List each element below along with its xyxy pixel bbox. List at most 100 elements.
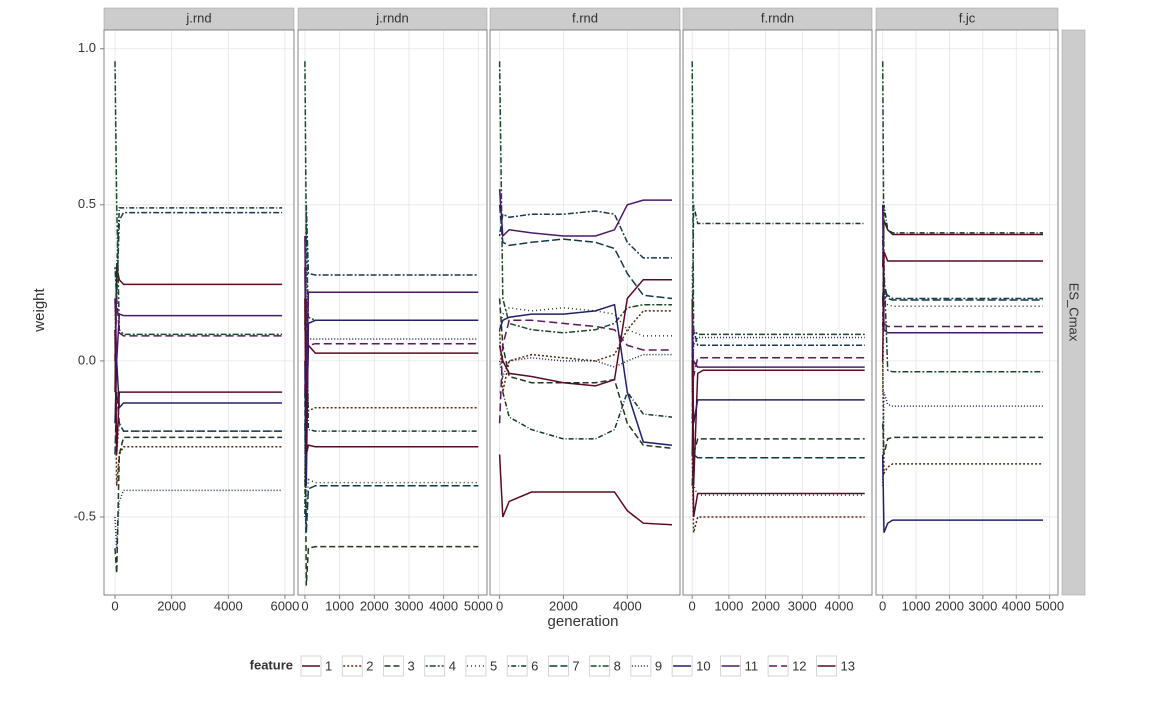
- x-axis-label: generation: [548, 613, 619, 630]
- legend-label: 3: [407, 658, 414, 673]
- series-line: [881, 298, 1043, 328]
- legend-label: 10: [696, 658, 710, 673]
- legend-label: 9: [655, 658, 662, 673]
- series-line: [498, 298, 673, 450]
- series-line: [691, 329, 865, 424]
- series-line: [498, 278, 672, 387]
- series-line: [114, 392, 283, 455]
- legend-title: feature: [250, 657, 293, 672]
- series-line: [691, 204, 865, 361]
- series-line: [498, 319, 672, 424]
- x-tick-label: 2000: [157, 598, 186, 613]
- panel: [297, 29, 488, 596]
- legend-label: 11: [745, 658, 759, 673]
- x-tick-label: 2000: [549, 598, 578, 613]
- x-tick-label: 3000: [788, 598, 817, 613]
- panel: [875, 29, 1059, 596]
- series-line: [114, 298, 283, 361]
- x-tick-label: 2000: [360, 598, 389, 613]
- series-line: [498, 210, 672, 259]
- x-tick-label: 1000: [714, 598, 743, 613]
- x-tick-label: 0: [111, 598, 118, 613]
- series-line: [114, 329, 283, 486]
- series-line: [114, 298, 283, 361]
- legend-key-box: [767, 655, 789, 677]
- x-tick-label: 5000: [1035, 598, 1064, 613]
- x-tick-label: 3000: [968, 598, 997, 613]
- series-line: [304, 298, 479, 393]
- y-tick-label: -0.5: [74, 508, 96, 523]
- series-line: [881, 454, 1043, 533]
- series-line: [691, 61, 865, 336]
- legend-label: 4: [449, 658, 456, 673]
- series-line: [304, 298, 479, 455]
- series-line: [114, 329, 283, 455]
- panel-border: [103, 29, 295, 596]
- panel-border: [682, 29, 873, 596]
- legend-label: 5: [490, 658, 497, 673]
- strip-label: f.rnd: [572, 10, 598, 25]
- panel: [682, 29, 873, 596]
- series-line: [304, 319, 479, 486]
- legend-label: 8: [614, 658, 621, 673]
- x-tick-label: 1000: [902, 598, 931, 613]
- x-tick-label: 0: [689, 598, 696, 613]
- panel-border: [489, 29, 681, 596]
- strip-label: f.jc: [959, 10, 976, 25]
- series-line: [304, 392, 479, 586]
- series-line: [881, 391, 1043, 486]
- x-tick-label: 4000: [825, 598, 854, 613]
- x-tick-label: 1000: [325, 598, 354, 613]
- series-line: [498, 310, 672, 393]
- legend-label: 12: [792, 658, 806, 673]
- series-line: [114, 207, 283, 361]
- series-line: [498, 189, 672, 238]
- series-line: [881, 295, 1043, 393]
- series-line: [498, 204, 673, 300]
- legend-label: 2: [366, 658, 373, 673]
- y-tick-label: 0.0: [78, 352, 96, 367]
- x-tick-label: 5000: [464, 598, 493, 613]
- x-tick-label: 4000: [613, 598, 642, 613]
- series-line: [114, 61, 283, 336]
- x-tick-label: 2000: [935, 598, 964, 613]
- legend-label: 7: [572, 658, 579, 673]
- series-line: [498, 303, 673, 446]
- x-tick-label: 2000: [751, 598, 780, 613]
- legend-label: 1: [325, 658, 332, 673]
- series-line: [114, 436, 283, 574]
- y-axis-label: weight: [31, 287, 48, 332]
- x-tick-label: 0: [879, 598, 886, 613]
- series-line: [498, 61, 672, 334]
- legend-label: 13: [841, 658, 855, 673]
- series-line: [881, 423, 1043, 455]
- series-line: [691, 314, 865, 377]
- row-strip: [1061, 29, 1086, 596]
- legend-key-box: [506, 655, 528, 677]
- series-line: [304, 423, 479, 533]
- series-line: [881, 251, 1043, 361]
- series-line: [499, 390, 673, 440]
- series-line: [881, 360, 1043, 477]
- legend-key-box: [548, 655, 569, 677]
- series-line: [881, 204, 1043, 330]
- series-line: [881, 235, 1043, 301]
- y-tick-label: 0.5: [78, 196, 96, 211]
- panel-border: [297, 29, 488, 596]
- series-line: [304, 298, 479, 518]
- x-tick-label: 0: [301, 598, 308, 613]
- strip-label: f.rndn: [761, 10, 794, 25]
- y-tick-label: 1.0: [78, 40, 96, 55]
- series-line: [691, 360, 865, 518]
- legend-label: 6: [531, 658, 538, 673]
- series-line: [304, 204, 479, 330]
- series-line: [881, 204, 1043, 334]
- x-tick-label: 4000: [1002, 598, 1031, 613]
- panel-border: [875, 29, 1059, 596]
- series-line: [691, 329, 865, 455]
- series-line: [691, 358, 865, 455]
- x-tick-label: 0: [496, 598, 503, 613]
- x-tick-label: 4000: [429, 598, 458, 613]
- panel: [103, 29, 295, 596]
